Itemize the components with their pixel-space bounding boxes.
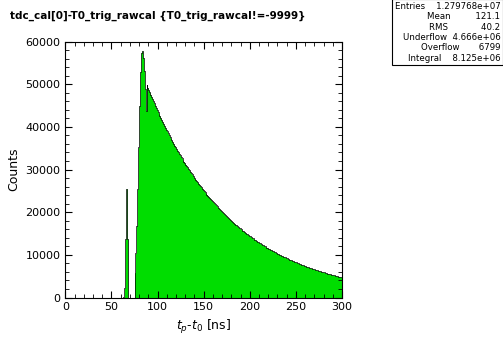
Text: tdc_cal[0]-T0_trig_rawcal {T0_trig_rawcal!=-9999}: tdc_cal[0]-T0_trig_rawcal {T0_trig_rawca… — [10, 10, 305, 21]
Y-axis label: Counts: Counts — [7, 148, 20, 191]
X-axis label: $\mathit{t_p}$-$\mathit{t_0}$ [ns]: $\mathit{t_p}$-$\mathit{t_0}$ [ns] — [176, 318, 231, 336]
Text: Entries    1.279768e+07
Mean         121.1
RMS            40.2
Underflow  4.666e: Entries 1.279768e+07 Mean 121.1 RMS 40.2… — [395, 2, 500, 63]
